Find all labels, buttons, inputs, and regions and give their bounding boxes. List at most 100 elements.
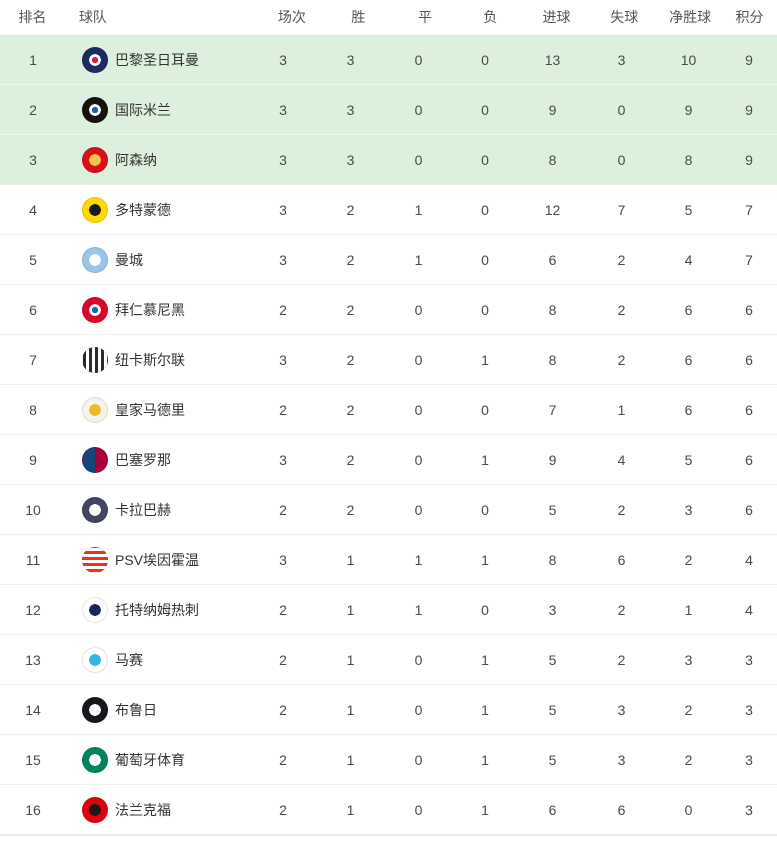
table-row[interactable]: 14 布鲁日 2 1 0 1 5 3 2 3 [0,685,777,735]
table-row[interactable]: 8 皇家马德里 2 2 0 0 7 1 6 6 [0,385,777,435]
column-header-ga: 失球 [610,9,639,25]
goal-diff-cell: 5 [684,451,693,468]
wins-cell: 1 [346,801,355,818]
rank-cell: 13 [25,651,41,668]
table-row[interactable]: 4 多特蒙德 3 2 1 0 12 7 5 7 [0,185,777,235]
column-header-gf: 进球 [542,9,571,25]
team-wrap: 巴塞罗那 [66,446,250,473]
draws-cell: 0 [414,651,423,668]
column-header-win: 胜 [351,9,366,25]
table-row[interactable]: 15 葡萄牙体育 2 1 0 1 5 3 2 3 [0,735,777,785]
table-row[interactable]: 2 国际米兰 3 3 0 0 9 0 9 9 [0,85,777,135]
played-cell: 2 [279,601,287,618]
wins-cell: 2 [346,251,355,268]
team-cell: 巴黎圣日耳曼 [66,46,250,73]
points-cell: 6 [745,401,753,418]
wins-cell: 3 [346,151,355,168]
table-body: 1 巴黎圣日耳曼 3 3 0 0 13 3 10 9 2 国际米兰 3 3 0 … [0,35,777,835]
table-row[interactable]: 16 法兰克福 2 1 0 1 6 6 0 3 [0,785,777,835]
team-wrap: 葡萄牙体育 [66,746,250,773]
man-city-crest [82,246,108,273]
draws-cell: 0 [414,351,423,368]
bayern-munich-crest [82,296,108,323]
column-header-loss: 负 [483,9,498,25]
goals-for-cell: 6 [548,251,557,268]
team-name: 托特纳姆热刺 [115,601,199,618]
played-cell: 2 [279,751,287,768]
draws-cell: 0 [414,151,423,168]
losses-cell: 1 [481,551,489,568]
wins-cell: 3 [346,51,355,68]
goals-against-cell: 2 [617,501,626,518]
goals-for-cell: 8 [548,551,557,568]
draws-cell: 0 [414,751,423,768]
table-row[interactable]: 3 阿森纳 3 3 0 0 8 0 8 9 [0,135,777,185]
team-wrap: 法兰克福 [66,796,250,823]
draws-cell: 0 [414,801,423,818]
wins-cell: 2 [346,351,355,368]
goals-against-cell: 2 [617,251,626,268]
goals-for-cell: 5 [548,751,557,768]
goals-against-cell: 2 [617,651,626,668]
table-row[interactable]: 11 PSV埃因霍温 3 1 1 1 8 6 2 4 [0,535,777,585]
table-row[interactable]: 13 马赛 2 1 0 1 5 2 3 3 [0,635,777,685]
team-name: 布鲁日 [115,701,157,718]
table-row[interactable]: 5 曼城 3 2 1 0 6 2 4 7 [0,235,777,285]
team-cell: 纽卡斯尔联 [66,346,250,373]
goals-for-cell: 5 [548,701,557,718]
table-row[interactable]: 7 纽卡斯尔联 3 2 0 1 8 2 6 6 [0,335,777,385]
rank-cell: 11 [25,551,41,568]
losses-cell: 1 [481,801,489,818]
wins-cell: 3 [346,101,355,118]
column-header-played: 场次 [277,9,306,25]
points-cell: 6 [745,501,753,518]
team-wrap: 阿森纳 [66,146,250,173]
points-cell: 3 [745,701,753,718]
points-cell: 7 [745,201,753,218]
goal-diff-cell: 10 [680,51,697,68]
goals-against-cell: 3 [617,701,626,718]
team-name: 马赛 [115,651,143,668]
wins-cell: 2 [346,451,355,468]
losses-cell: 0 [481,301,489,318]
losses-cell: 1 [481,701,489,718]
goals-for-cell: 8 [548,151,557,168]
qarabag-crest [82,496,108,523]
table-row[interactable]: 12 托特纳姆热刺 2 1 1 0 3 2 1 4 [0,585,777,635]
team-cell: 法兰克福 [66,796,250,823]
team-cell: 卡拉巴赫 [66,496,250,523]
team-name: 巴黎圣日耳曼 [115,51,199,68]
inter-milan-crest [82,96,108,123]
table-row[interactable]: 9 巴塞罗那 3 2 0 1 9 4 5 6 [0,435,777,485]
team-cell: 拜仁慕尼黑 [66,296,250,323]
team-name: 纽卡斯尔联 [115,351,185,368]
points-cell: 3 [745,801,753,818]
column-header-pts: 积分 [735,9,764,25]
team-wrap: 纽卡斯尔联 [66,346,250,373]
team-wrap: 皇家马德里 [66,396,250,423]
team-name: 卡拉巴赫 [115,501,171,518]
table-bottom-divider [0,835,777,841]
draws-cell: 0 [414,301,423,318]
table-row[interactable]: 6 拜仁慕尼黑 2 2 0 0 8 2 6 6 [0,285,777,335]
wins-cell: 1 [346,601,355,618]
points-cell: 4 [745,551,753,568]
dortmund-crest [82,196,108,223]
team-name: 皇家马德里 [115,401,185,418]
goals-against-cell: 2 [617,301,626,318]
table-row[interactable]: 1 巴黎圣日耳曼 3 3 0 0 13 3 10 9 [0,35,777,85]
goals-against-cell: 4 [617,451,626,468]
goal-diff-cell: 3 [684,651,693,668]
column-header-draw: 平 [417,9,432,25]
team-cell: 阿森纳 [66,146,250,173]
draws-cell: 0 [414,451,423,468]
rank-cell: 10 [25,501,41,518]
arsenal-crest [82,146,108,173]
team-cell: 布鲁日 [66,696,250,723]
team-cell: 皇家马德里 [66,396,250,423]
points-cell: 9 [745,151,753,168]
table-row[interactable]: 10 卡拉巴赫 2 2 0 0 5 2 3 6 [0,485,777,535]
draws-cell: 1 [414,601,423,618]
team-name: 多特蒙德 [115,201,171,218]
goal-diff-cell: 2 [684,551,693,568]
